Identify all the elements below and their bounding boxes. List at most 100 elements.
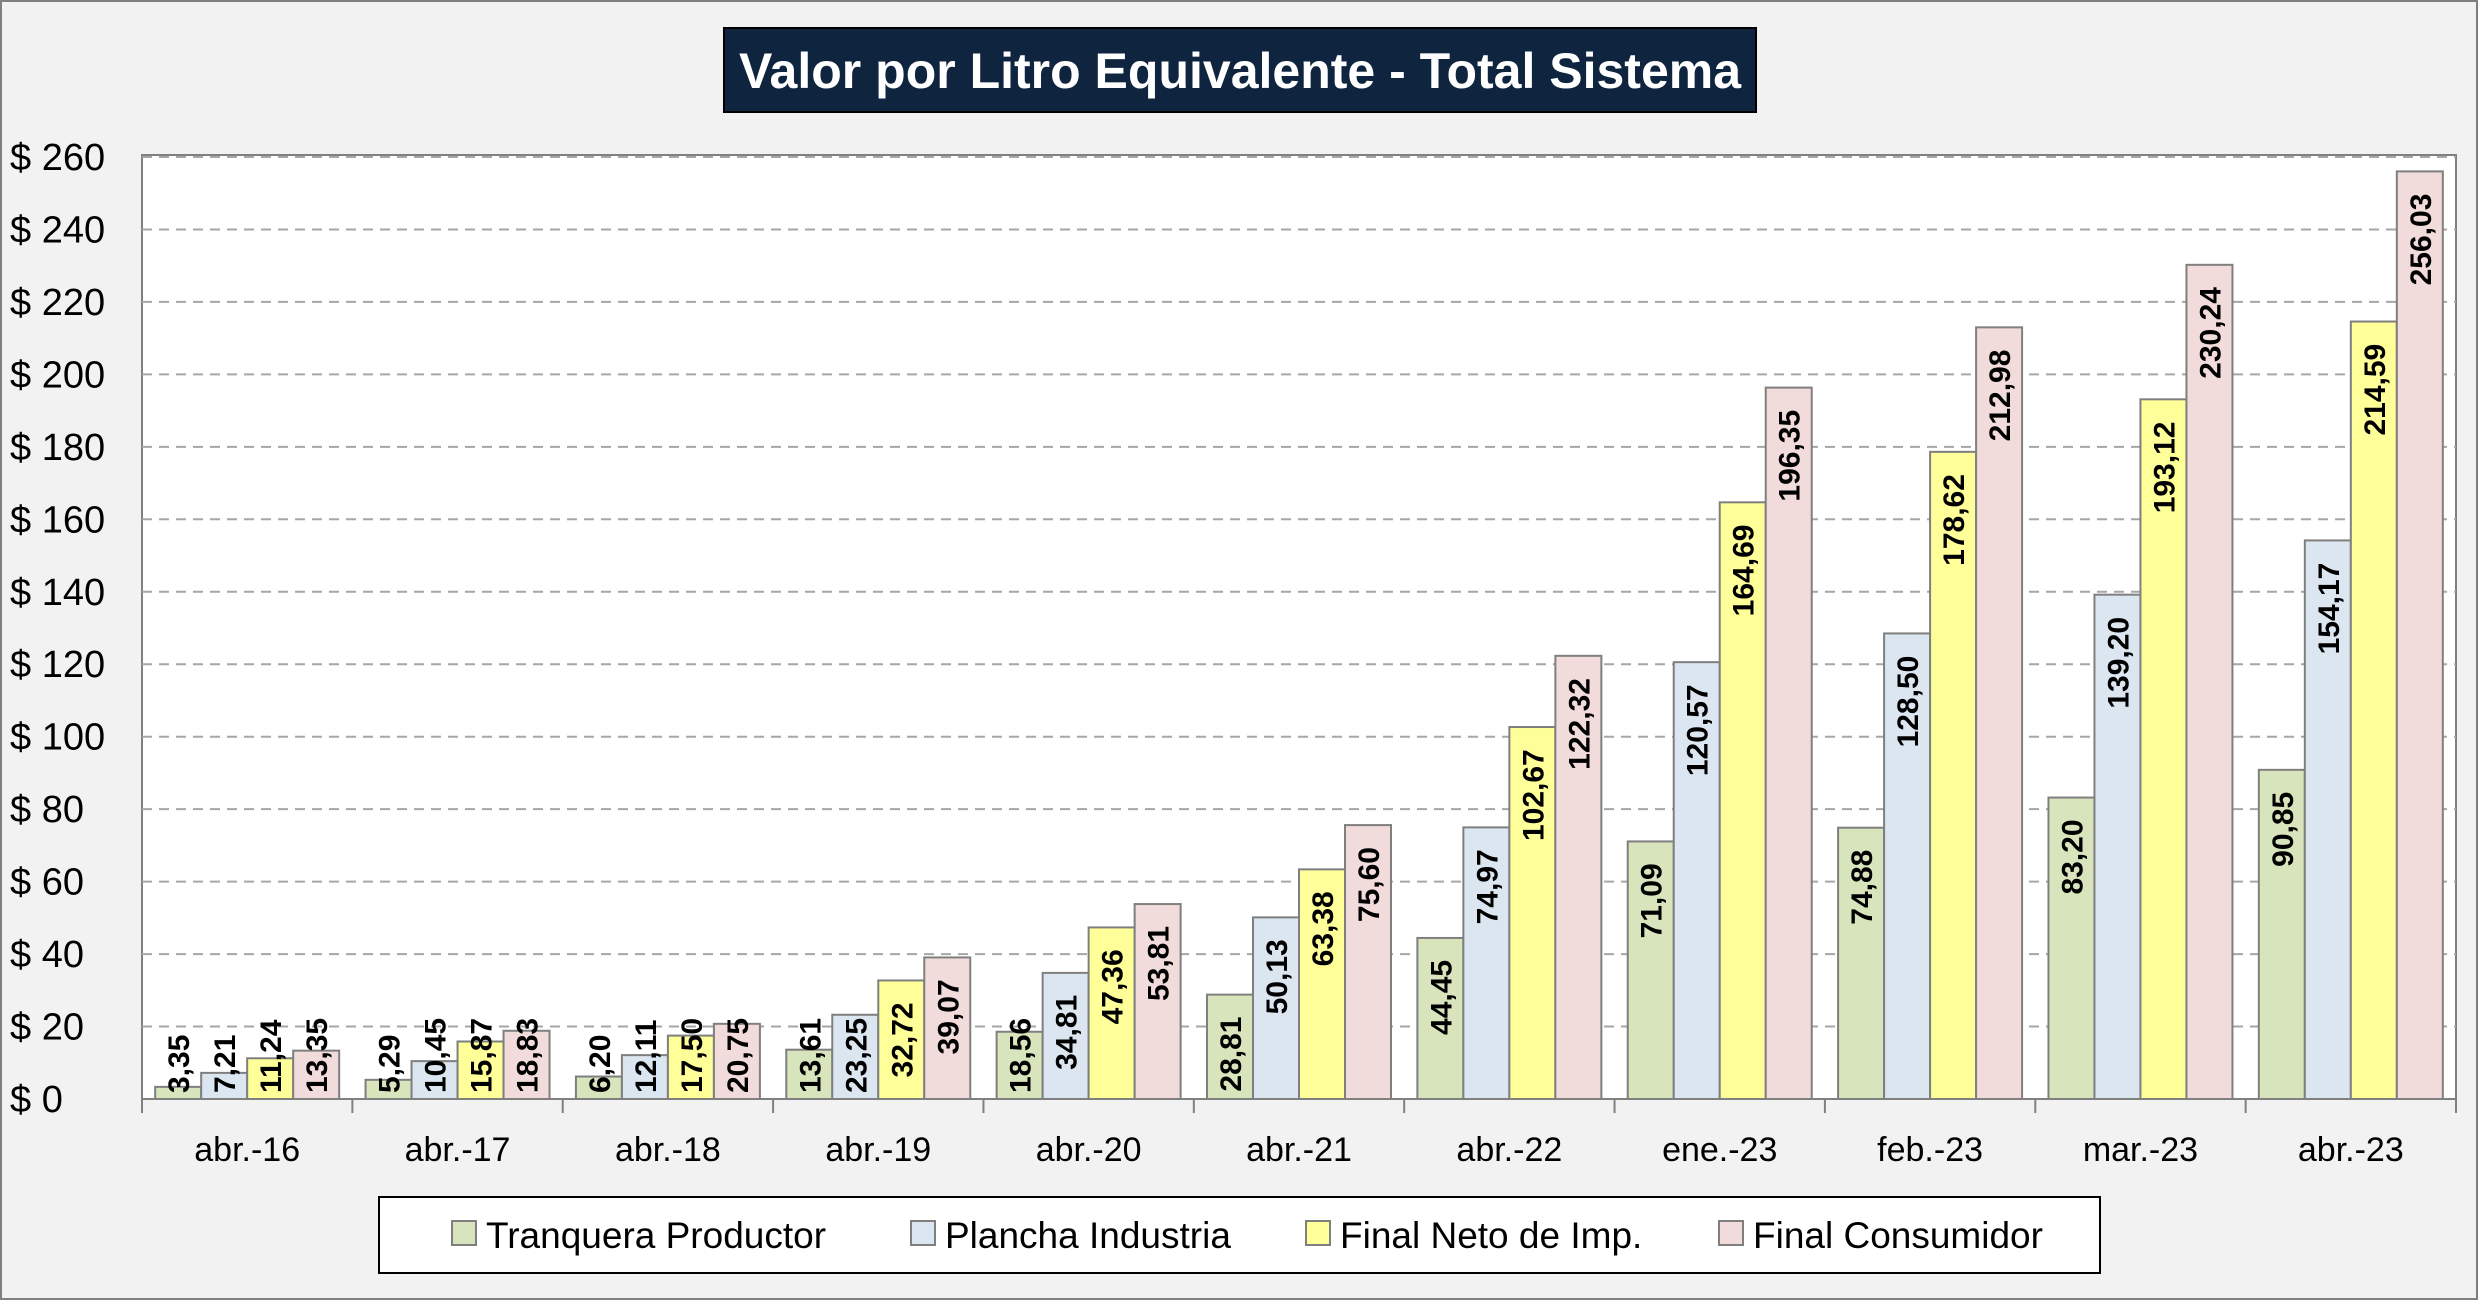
y-tick-label: $ 160 — [10, 499, 105, 541]
y-tick-label: $ 40 — [10, 934, 84, 976]
data-label: 214,59 — [2359, 344, 2392, 436]
bar — [877, 979, 926, 1101]
y-tick-label: $ 100 — [10, 717, 105, 759]
bar — [2349, 320, 2398, 1100]
bar — [1252, 916, 1300, 1101]
y-tick-label: $ 80 — [10, 789, 84, 831]
data-label: 6,20 — [584, 1035, 617, 1093]
y-tick-label: $ 60 — [10, 862, 84, 904]
y-tick-label: $ 120 — [10, 644, 105, 686]
chart-title-group: Valor por Litro Equivalente - Total Sist… — [723, 27, 1757, 113]
data-label: 39,07 — [932, 979, 965, 1054]
data-label: 230,24 — [2194, 287, 2227, 379]
data-label: 178,62 — [1938, 474, 1971, 566]
data-label: 53,81 — [1143, 926, 1176, 1001]
legend-swatch — [910, 1220, 936, 1246]
y-tick-label: $ 20 — [10, 1007, 84, 1049]
data-label: 44,45 — [1425, 960, 1458, 1035]
data-label: 102,67 — [1517, 749, 1550, 841]
data-label: 90,85 — [2267, 792, 2300, 867]
data-label: 75,60 — [1353, 847, 1386, 922]
data-label: 7,21 — [209, 1035, 242, 1093]
y-axis-ticks: $ 0 $ 20 $ 40 $ 60 $ 80 $ 100 $ 120 $ 140 $ 160 $… — [10, 137, 105, 1121]
data-label: 11,24 — [255, 1019, 288, 1093]
data-label: 74,88 — [1846, 850, 1879, 925]
x-tick-label: feb.-23 — [1877, 1131, 1983, 1169]
x-tick-label: abr.-21 — [1246, 1131, 1352, 1169]
data-label: 20,75 — [722, 1018, 755, 1093]
data-label: 122,32 — [1563, 678, 1596, 770]
x-tick-label: mar.-23 — [2083, 1131, 2198, 1169]
bar — [1626, 840, 1675, 1101]
chart-title-box — [723, 27, 1757, 113]
data-label: 193,12 — [2148, 422, 2181, 514]
x-axis: abr.-16 abr.-17 abr.-18 abr.-19 abr.-20 abr.-… — [141, 1098, 2457, 1169]
bar — [831, 1013, 880, 1101]
legend-swatch — [1718, 1220, 1744, 1246]
bar — [1041, 971, 1090, 1100]
legend: Tranquera Productor Plancha Industria Fina… — [378, 1196, 2101, 1274]
data-label: 196,35 — [1774, 410, 1807, 502]
y-tick-label: $ 0 — [10, 1079, 63, 1121]
bar — [1462, 826, 1511, 1100]
bar — [1206, 993, 1254, 1100]
x-tick-label: abr.-18 — [615, 1131, 721, 1169]
data-label: 128,50 — [1892, 656, 1925, 748]
data-label: 83,20 — [2056, 819, 2089, 894]
legend-label: Plancha Industria — [945, 1215, 1231, 1256]
data-label: 32,72 — [886, 1002, 919, 1077]
data-label: 34,81 — [1051, 995, 1084, 1070]
data-label: 23,25 — [840, 1018, 873, 1093]
data-label: 256,03 — [2405, 194, 2438, 286]
data-label: 17,50 — [676, 1018, 709, 1093]
x-tick-label: abr.-22 — [1456, 1131, 1562, 1169]
data-label: 63,38 — [1307, 891, 1340, 966]
legend-label: Final Neto de Imp. — [1340, 1215, 1642, 1256]
bar — [1883, 632, 1932, 1101]
legend-swatch — [1305, 1220, 1331, 1246]
data-label: 12,11 — [630, 1020, 663, 1093]
data-label: 212,98 — [1984, 350, 2017, 442]
data-label: 120,57 — [1682, 684, 1715, 776]
data-label: 13,35 — [301, 1018, 334, 1093]
bar — [2093, 593, 2142, 1100]
bar — [292, 1049, 341, 1101]
y-tick-label: $ 200 — [10, 354, 105, 396]
bar — [2185, 263, 2234, 1101]
legend-label: Tranquera Productor — [486, 1215, 826, 1256]
bar — [200, 1071, 249, 1100]
bar — [2047, 796, 2096, 1100]
y-tick-label: $ 240 — [10, 209, 105, 251]
data-label: 164,69 — [1728, 525, 1761, 617]
legend-box — [378, 1196, 2101, 1274]
x-tick-label: abr.-20 — [1036, 1131, 1142, 1169]
data-label: 74,97 — [1471, 849, 1504, 924]
bar — [923, 956, 972, 1101]
data-label: 15,87 — [466, 1018, 499, 1093]
data-label: 71,09 — [1636, 863, 1669, 938]
bar — [1929, 450, 1978, 1100]
legend-label: Final Consumidor — [1753, 1215, 2043, 1256]
bar — [666, 1034, 715, 1101]
legend-swatch — [451, 1220, 477, 1246]
data-label: 28,81 — [1215, 1017, 1248, 1092]
x-tick-label: abr.-23 — [2298, 1131, 2404, 1169]
data-labels: 3,35 5,29 6,20 13,61 18,56 28,81 44,45 71,09 74,… — [163, 194, 2438, 1093]
x-tick-label: abr.-19 — [825, 1131, 931, 1169]
y-tick-label: $ 140 — [10, 572, 105, 614]
data-label: 13,61 — [794, 1018, 827, 1093]
y-tick-label: $ 260 — [10, 137, 105, 179]
bar — [1975, 326, 2024, 1101]
data-label: 10,45 — [420, 1018, 453, 1093]
chart-title: Valor por Litro Equivalente - Total Sist… — [739, 43, 1742, 99]
bar — [1508, 726, 1557, 1100]
data-label: 139,20 — [2102, 617, 2135, 709]
bar — [502, 1029, 551, 1101]
data-label: 47,36 — [1097, 949, 1130, 1024]
x-tick-label: abr.-16 — [194, 1131, 300, 1169]
data-label: 5,29 — [374, 1035, 407, 1093]
y-tick-label: $ 220 — [10, 282, 105, 324]
x-tick-label: ene.-23 — [1662, 1131, 1777, 1169]
